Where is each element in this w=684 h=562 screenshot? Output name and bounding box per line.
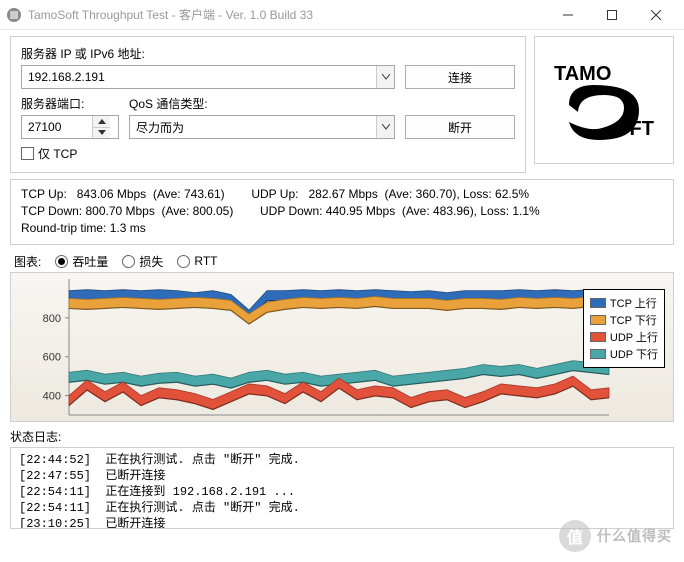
connect-button[interactable]: 连接	[405, 65, 515, 89]
log-panel: [22:44:52] 正在执行测试. 点击 "断开" 完成. [22:47:55…	[10, 447, 674, 529]
log-label: 状态日志:	[10, 428, 674, 445]
disconnect-button[interactable]: 断开	[405, 115, 515, 139]
radio-loss[interactable]: 损失	[122, 253, 163, 270]
server-ip-input[interactable]	[22, 66, 376, 88]
throughput-chart: 400 600 800	[11, 273, 673, 421]
qos-combo[interactable]	[129, 115, 395, 139]
minimize-button[interactable]	[546, 0, 590, 30]
logo-panel: TAMO OFT	[534, 36, 674, 164]
watermark: 值 什么值得买	[559, 520, 672, 552]
chart-label: 图表:	[14, 253, 41, 270]
svg-text:800: 800	[43, 312, 61, 324]
tamosoft-logo-icon: TAMO OFT	[544, 50, 664, 150]
svg-text:TAMO: TAMO	[554, 63, 611, 85]
server-ip-label: 服务器 IP 或 IPv6 地址:	[21, 45, 395, 62]
stats-text: TCP Up: 843.06 Mbps (Ave: 743.61) UDP Up…	[21, 187, 540, 235]
spinner-down-icon[interactable]	[93, 128, 110, 139]
connection-panel: 服务器 IP 或 IPv6 地址: 连接 服务器端口:	[10, 36, 526, 173]
tcp-only-label: 仅 TCP	[38, 145, 77, 162]
radio-throughput[interactable]: 吞吐量	[55, 253, 108, 270]
port-label: 服务器端口:	[21, 95, 119, 112]
chart-panel: 400 600 800 TCP 上行TCP 下行UDP 上行UDP 下行	[10, 272, 674, 422]
watermark-text: 什么值得买	[597, 526, 672, 546]
radio-rtt[interactable]: RTT	[177, 254, 217, 268]
checkbox-box-icon	[21, 147, 34, 160]
close-button[interactable]	[634, 0, 678, 30]
tcp-only-checkbox[interactable]: 仅 TCP	[21, 145, 515, 162]
spinner-up-icon[interactable]	[93, 116, 110, 128]
title-bar: TamoSoft Throughput Test - 客户端 - Ver. 1.…	[0, 0, 684, 30]
svg-text:OFT: OFT	[614, 118, 654, 140]
maximize-button[interactable]	[590, 0, 634, 30]
watermark-icon: 值	[559, 520, 591, 552]
qos-value[interactable]	[130, 116, 376, 138]
app-icon	[6, 7, 22, 23]
qos-label: QoS 通信类型:	[129, 95, 395, 112]
stats-panel: TCP Up: 843.06 Mbps (Ave: 743.61) UDP Up…	[10, 179, 674, 245]
svg-text:600: 600	[43, 351, 61, 363]
chart-radio-row: 图表: 吞吐量 损失 RTT	[10, 253, 674, 270]
chevron-down-icon[interactable]	[376, 66, 394, 88]
chevron-down-icon[interactable]	[376, 116, 394, 138]
server-ip-combo[interactable]	[21, 65, 395, 89]
chart-legend: TCP 上行TCP 下行UDP 上行UDP 下行	[583, 289, 665, 368]
window-title: TamoSoft Throughput Test - 客户端 - Ver. 1.…	[28, 6, 546, 23]
svg-text:400: 400	[43, 390, 61, 402]
port-spinner[interactable]	[21, 115, 119, 139]
port-input[interactable]	[22, 116, 92, 138]
